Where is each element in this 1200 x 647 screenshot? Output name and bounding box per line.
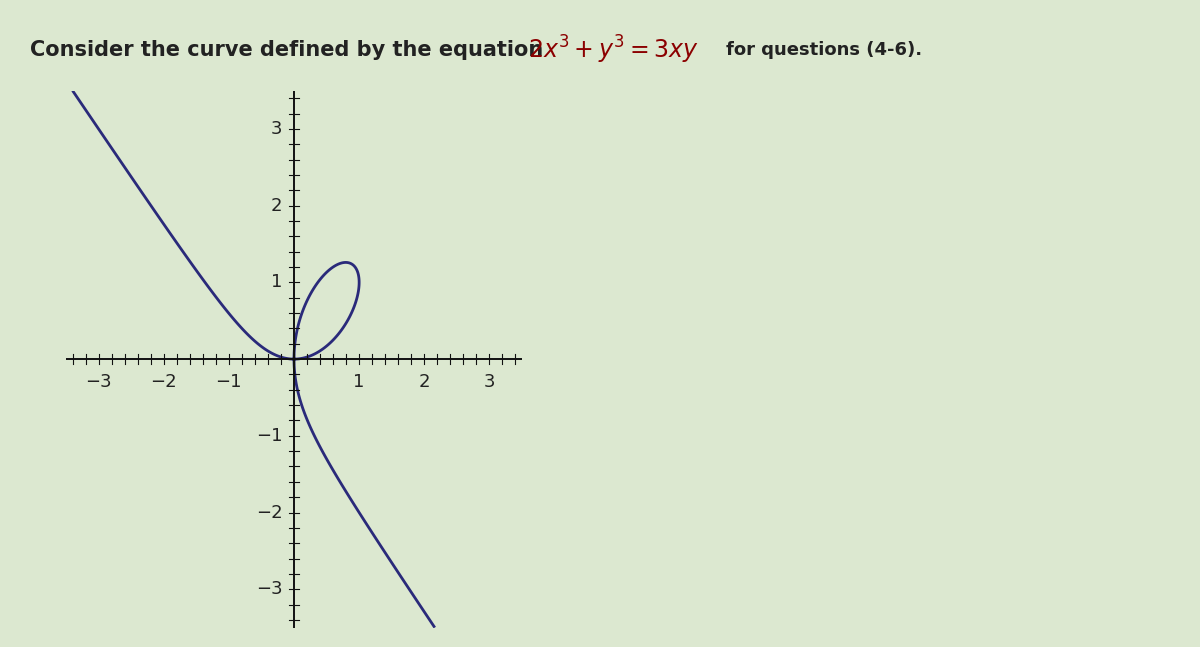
Text: −2: −2 — [256, 503, 282, 521]
Text: for questions (4-6).: for questions (4-6). — [726, 41, 922, 59]
Text: 3: 3 — [484, 373, 496, 391]
Text: −1: −1 — [256, 427, 282, 444]
Text: 1: 1 — [354, 373, 365, 391]
Text: 2: 2 — [419, 373, 430, 391]
Text: −3: −3 — [85, 373, 112, 391]
Text: Consider the curve defined by the equation: Consider the curve defined by the equati… — [30, 40, 544, 60]
Text: 3: 3 — [271, 120, 282, 138]
Text: −2: −2 — [150, 373, 178, 391]
Text: −1: −1 — [216, 373, 242, 391]
Text: 2: 2 — [271, 197, 282, 215]
Text: −3: −3 — [256, 580, 282, 598]
Text: $2x^3 + y^3 = 3xy$: $2x^3 + y^3 = 3xy$ — [528, 34, 698, 66]
Text: 1: 1 — [271, 274, 282, 291]
